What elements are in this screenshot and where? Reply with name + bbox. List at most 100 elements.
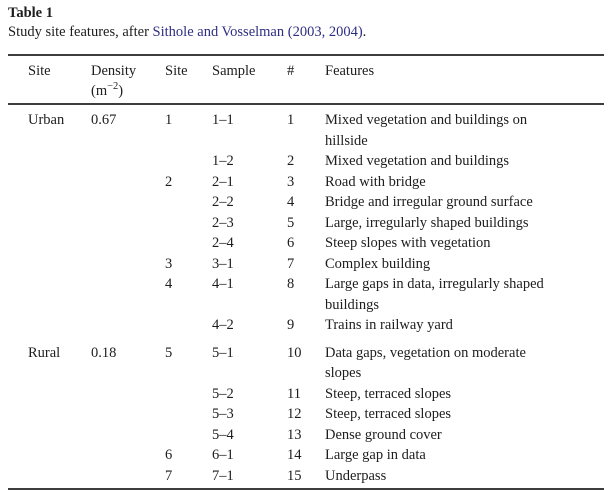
cell-sample: 4–1 bbox=[212, 276, 234, 292]
cell-site bbox=[8, 254, 91, 275]
cell-features: Large gaps in data, irregularly shaped b… bbox=[325, 276, 544, 313]
col-header-density: Density (m−2) bbox=[91, 55, 165, 105]
cell-site bbox=[8, 274, 91, 315]
cell-sample: 7–1 bbox=[212, 467, 234, 484]
cell-site bbox=[8, 425, 91, 446]
cell-sample: 5–2 bbox=[212, 385, 234, 402]
table-row: 4–2 9 Trains in railway yard bbox=[8, 315, 604, 336]
cell-site2: 1 bbox=[165, 112, 173, 128]
table-row: 3 3–1 7 Complex building bbox=[8, 254, 604, 275]
table-row: Urban 0.67 1 1–1 1 Mixed vegetation and … bbox=[8, 104, 604, 151]
table-row: 5–2 11 Steep, terraced slopes bbox=[8, 384, 604, 405]
cell-site bbox=[8, 151, 91, 172]
cell-number: 1 bbox=[287, 112, 295, 128]
cell-site2 bbox=[165, 425, 212, 446]
caption-text-after: . bbox=[362, 24, 367, 40]
cell-features: Large, irregularly shaped buildings bbox=[325, 214, 529, 231]
cell-number: 14 bbox=[287, 447, 302, 463]
cell-number: 2 bbox=[287, 153, 295, 169]
cell-sample: 2–3 bbox=[212, 214, 234, 231]
caption-text-before: Study site features, after bbox=[8, 24, 153, 40]
header-row: Site Density (m−2) Site Sample # Feature… bbox=[8, 55, 604, 105]
cell-site2: 6 bbox=[165, 447, 173, 463]
cell-features: Data gaps, vegetation on moderate slopes bbox=[325, 344, 526, 382]
cell-number: 9 bbox=[287, 317, 295, 333]
cell-density: 0.18 bbox=[91, 344, 117, 361]
cell-site2: 4 bbox=[165, 276, 173, 292]
table-row: 2 2–1 3 Road with bridge bbox=[8, 172, 604, 193]
cell-features: Steep, terraced slopes bbox=[325, 406, 452, 422]
citation-link[interactable]: Sithole and Vosselman (2003, 2004) bbox=[152, 24, 363, 40]
cell-site bbox=[8, 315, 91, 336]
col-header-density-label: Density bbox=[91, 63, 137, 79]
cell-features: Complex building bbox=[325, 255, 431, 272]
table-row: 2–4 6 Steep slopes with vegetation bbox=[8, 233, 604, 254]
cell-site bbox=[8, 445, 91, 466]
table-header: Site Density (m−2) Site Sample # Feature… bbox=[8, 55, 604, 105]
study-site-table: Site Density (m−2) Site Sample # Feature… bbox=[8, 54, 604, 490]
cell-sample: 5–4 bbox=[212, 426, 234, 443]
cell-features: Trains in railway yard bbox=[325, 317, 453, 333]
cell-features: Bridge and irregular ground surface bbox=[325, 194, 533, 210]
cell-sample: 1–1 bbox=[212, 112, 234, 128]
cell-sample: 5–3 bbox=[212, 406, 234, 422]
cell-site2 bbox=[165, 213, 212, 234]
superscript-exponent: −2 bbox=[107, 81, 119, 93]
col-header-site2: Site bbox=[165, 55, 212, 105]
table-row: 5–3 12 Steep, terraced slopes bbox=[8, 404, 604, 425]
col-header-density-unit: (m−2) bbox=[91, 81, 124, 99]
cell-number: 11 bbox=[287, 385, 301, 402]
cell-density bbox=[91, 172, 165, 193]
cell-number: 8 bbox=[287, 276, 295, 292]
cell-site2: 2 bbox=[165, 173, 173, 190]
cell-density bbox=[91, 151, 165, 172]
col-header-number: # bbox=[287, 55, 325, 105]
cell-density bbox=[91, 192, 165, 213]
cell-density bbox=[91, 404, 165, 425]
cell-site2: 5 bbox=[165, 344, 173, 361]
col-header-sample: Sample bbox=[212, 55, 287, 105]
table-row: 2–3 5 Large, irregularly shaped building… bbox=[8, 213, 604, 234]
cell-sample: 5–1 bbox=[212, 344, 234, 361]
cell-number: 13 bbox=[287, 426, 302, 443]
cell-density bbox=[91, 445, 165, 466]
col-header-features: Features bbox=[325, 55, 604, 105]
cell-site: Urban bbox=[28, 112, 65, 128]
cell-density bbox=[91, 274, 165, 315]
table-row: 1–2 2 Mixed vegetation and buildings bbox=[8, 151, 604, 172]
cell-density bbox=[91, 254, 165, 275]
table-body: Urban 0.67 1 1–1 1 Mixed vegetation and … bbox=[8, 104, 604, 489]
cell-number: 3 bbox=[287, 173, 295, 190]
cell-site2 bbox=[165, 384, 212, 405]
cell-density bbox=[91, 233, 165, 254]
cell-density bbox=[91, 466, 165, 490]
cell-number: 6 bbox=[287, 235, 295, 251]
table-row: 2–2 4 Bridge and irregular ground surfac… bbox=[8, 192, 604, 213]
cell-features: Large gap in data bbox=[325, 447, 426, 463]
cell-site bbox=[8, 172, 91, 193]
cell-site2 bbox=[165, 151, 212, 172]
cell-sample: 6–1 bbox=[212, 447, 234, 463]
cell-site bbox=[8, 233, 91, 254]
cell-site2: 7 bbox=[165, 467, 173, 484]
cell-site2 bbox=[165, 192, 212, 213]
cell-density bbox=[91, 213, 165, 234]
cell-site2: 3 bbox=[165, 255, 173, 272]
cell-site bbox=[8, 404, 91, 425]
cell-features: Mixed vegetation and buildings bbox=[325, 153, 510, 169]
cell-site bbox=[8, 213, 91, 234]
table-row: 6 6–1 14 Large gap in data bbox=[8, 445, 604, 466]
cell-sample: 2–1 bbox=[212, 173, 234, 190]
cell-density: 0.67 bbox=[91, 112, 117, 128]
cell-site2 bbox=[165, 315, 212, 336]
cell-features: Steep slopes with vegetation bbox=[325, 235, 491, 251]
cell-sample: 3–1 bbox=[212, 255, 234, 272]
cell-site: Rural bbox=[28, 344, 61, 361]
cell-sample: 2–2 bbox=[212, 194, 234, 210]
cell-sample: 1–2 bbox=[212, 153, 234, 169]
table-title: Table 1 bbox=[8, 5, 53, 21]
cell-features: Dense ground cover bbox=[325, 426, 442, 443]
cell-site2 bbox=[165, 233, 212, 254]
cell-site2 bbox=[165, 404, 212, 425]
